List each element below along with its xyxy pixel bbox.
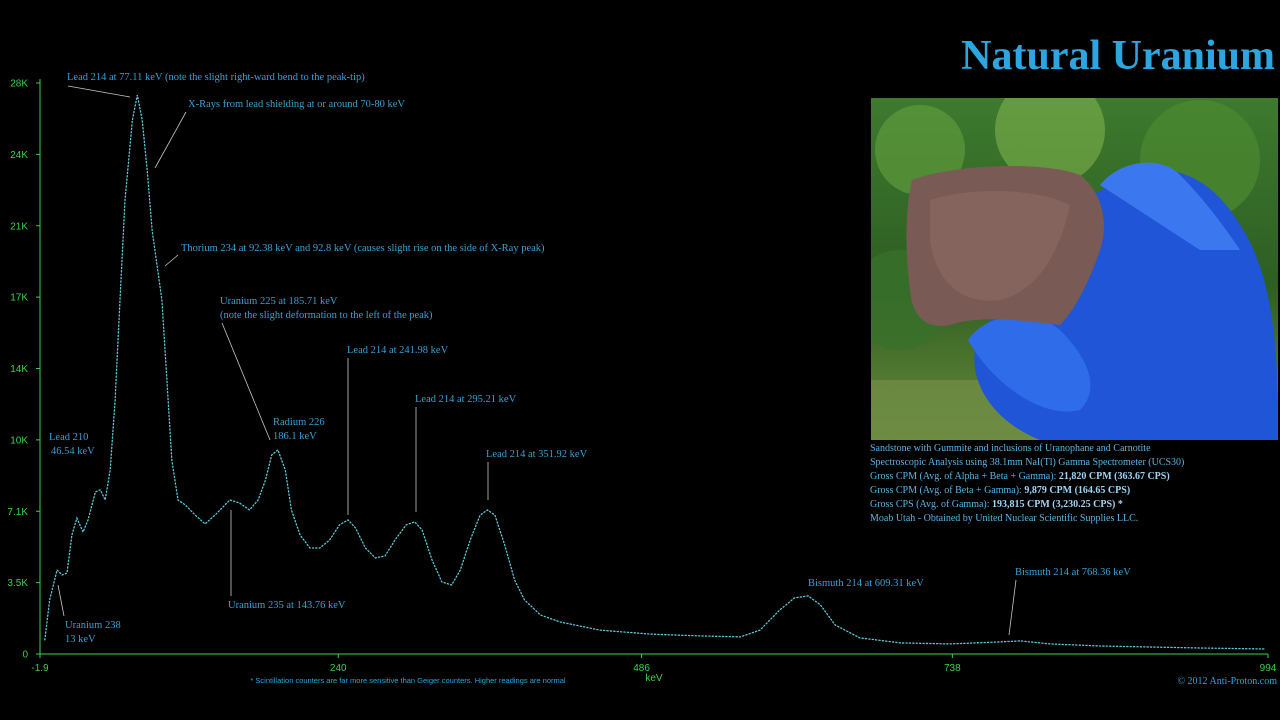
caption-text: Gross CPM (Avg. of Alpha + Beta + Gamma)… [870, 471, 1059, 482]
caption-text: Gross CPM (Avg. of Beta + Gamma): [870, 485, 1024, 496]
caption-text: Spectroscopic Analysis using 38.1mm NaI(… [870, 457, 1184, 468]
spectrum-line [44, 94, 1267, 650]
caption-text: Moab Utah - Obtained by United Nuclear S… [870, 513, 1138, 524]
annotation: Thorium 234 at 92.38 keV and 92.8 keV (c… [181, 243, 545, 254]
caption-text: Gross CPS (Avg. of Gamma): [870, 499, 992, 510]
annotation: 186.1 keV [273, 431, 317, 442]
annotation: Lead 210 [49, 432, 88, 443]
caption-line: Gross CPM (Avg. of Beta + Gamma): 9,879 … [870, 485, 1130, 496]
caption-value: 21,820 CPM (363.67 CPS) [1059, 471, 1170, 482]
annotation: Lead 214 at 241.98 keV [347, 345, 449, 356]
annotation: Radium 226 [273, 417, 325, 428]
y-tick-label: 0 [22, 650, 28, 661]
caption-text: Sandstone with Gummite and inclusions of… [870, 443, 1151, 454]
credit: © 2012 Anti-Proton.com [1177, 676, 1277, 687]
caption-line: Sandstone with Gummite and inclusions of… [870, 443, 1151, 454]
leader-line [67, 85, 131, 98]
caption-line: Gross CPS (Avg. of Gamma): 193,815 CPM (… [870, 499, 1123, 510]
annotation: Bismuth 214 at 768.36 keV [1015, 567, 1131, 578]
x-tick-label: 240 [330, 663, 347, 674]
x-tick-label: 738 [944, 663, 961, 674]
leader-line [221, 322, 271, 441]
annotation: Bismuth 214 at 609.31 keV [808, 578, 924, 589]
x-axis-label: keV [645, 673, 663, 684]
y-tick-label: 24K [10, 150, 28, 161]
leader-lines [57, 85, 1017, 636]
y-tick-label: 10K [10, 435, 28, 446]
annotation: Lead 214 at 77.11 keV (note the slight r… [67, 72, 365, 83]
caption-line: Spectroscopic Analysis using 38.1mm NaI(… [870, 457, 1184, 468]
leader-line [164, 254, 179, 267]
photo [871, 98, 1278, 440]
y-tick-label: 7.1K [7, 507, 28, 518]
chart-title: Natural Uranium [961, 33, 1275, 79]
caption: Sandstone with Gummite and inclusions of… [870, 443, 1184, 524]
leader-line [57, 584, 65, 617]
annotation: Uranium 238 [65, 620, 121, 631]
annotations: Lead 214 at 77.11 keV (note the slight r… [49, 72, 1131, 645]
y-tick-label: 17K [10, 293, 28, 304]
annotation: Lead 214 at 351.92 keV [486, 449, 588, 460]
annotation: X-Rays from lead shielding at or around … [188, 99, 405, 110]
leader-line [1008, 579, 1017, 636]
y-tick-label: 14K [10, 364, 28, 375]
y-tick-label: 3.5K [7, 578, 28, 589]
annotation: Uranium 235 at 143.76 keV [228, 600, 346, 611]
annotation: 46.54 keV [51, 446, 95, 457]
caption-line: Moab Utah - Obtained by United Nuclear S… [870, 513, 1138, 524]
caption-value: 9,879 CPM (164.65 CPS) [1024, 485, 1130, 496]
leader-line [154, 111, 187, 169]
annotation: 13 keV [65, 634, 96, 645]
caption-value: 193,815 CPM (3,230.25 CPS) * [992, 499, 1123, 510]
x-tick-label: -1.9 [31, 663, 49, 674]
x-tick-label: 994 [1260, 663, 1277, 674]
y-tick-label: 21K [10, 221, 28, 232]
annotation: (note the slight deformation to the left… [220, 310, 433, 321]
x-tick-label: 486 [633, 663, 650, 674]
footnote: * Scintillation counters are far more se… [250, 676, 565, 685]
caption-line: Gross CPM (Avg. of Alpha + Beta + Gamma)… [870, 471, 1170, 482]
y-tick-label: 28K [10, 79, 28, 90]
annotation: Lead 214 at 295.21 keV [415, 394, 517, 405]
annotation: Uranium 225 at 185.71 keV [220, 296, 338, 307]
